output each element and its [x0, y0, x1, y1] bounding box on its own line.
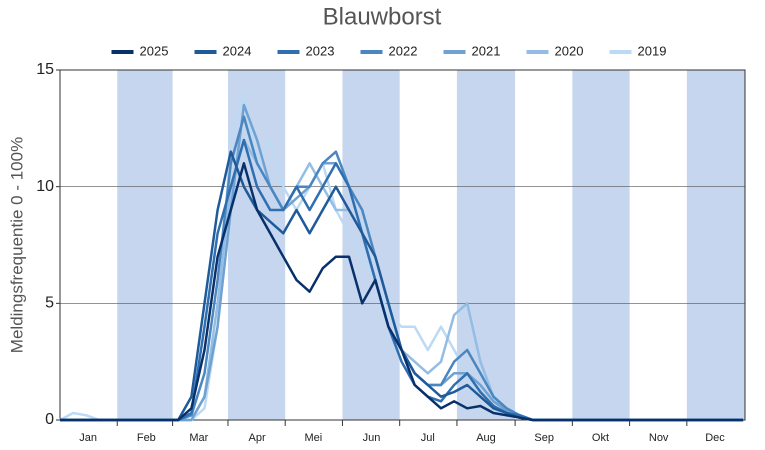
x-tick-label: Jan [79, 432, 97, 444]
x-tick-label: Okt [592, 432, 609, 444]
x-tick-label: Mar [189, 432, 208, 444]
x-tick-label: Jul [421, 432, 435, 444]
x-tick-label: Jun [363, 432, 381, 444]
y-axis-label: Meldingsfrequentie 0 - 100% [7, 137, 26, 353]
legend-label: 2025 [140, 43, 169, 58]
legend-label: 2024 [223, 43, 252, 58]
y-tick-label: 5 [45, 295, 54, 312]
month-band [117, 70, 173, 420]
y-tick-label: 15 [36, 61, 54, 78]
series-line [60, 162, 744, 422]
legend-label: 2021 [472, 43, 501, 58]
legend-label: 2023 [306, 43, 335, 58]
month-band [572, 70, 630, 420]
legend-label: 2020 [555, 43, 584, 58]
month-band [686, 70, 745, 420]
x-tick-label: Apr [248, 432, 265, 444]
x-tick-label: Aug [476, 432, 496, 444]
y-tick-label: 10 [36, 178, 54, 195]
x-tick-label: Nov [649, 432, 669, 444]
x-tick-label: Mei [304, 432, 322, 444]
plot-border [59, 69, 746, 421]
legend-label: 2022 [389, 43, 418, 58]
chart-title: Blauwborst [323, 3, 442, 30]
month-band [456, 70, 516, 420]
x-tick-label: Dec [705, 432, 725, 444]
legend-label: 2019 [638, 43, 667, 58]
y-tick-label: 0 [45, 411, 54, 428]
x-tick-label: Feb [137, 432, 156, 444]
x-tick-label: Sep [534, 432, 554, 444]
